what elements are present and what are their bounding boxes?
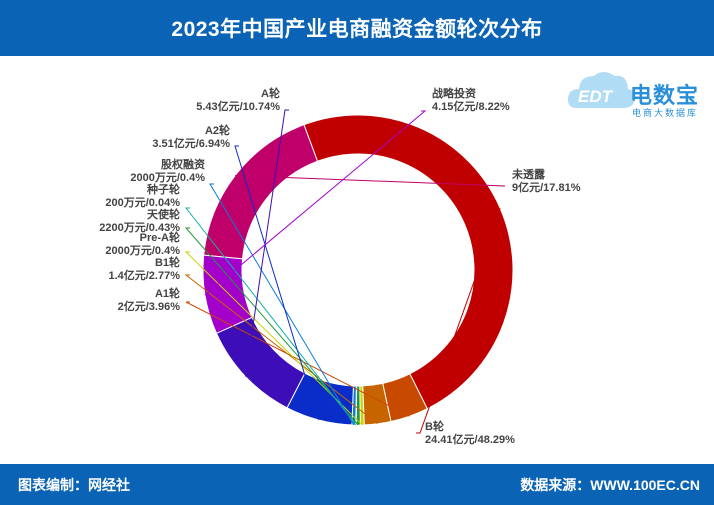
leader-Pre-A轮 (184, 251, 363, 426)
slice-B轮[interactable] (303, 114, 514, 410)
slice-value-label: 4.15亿元/8.22% (432, 99, 510, 113)
slice-name-label: 未透露 (511, 167, 546, 181)
leader-股权融资 (209, 183, 355, 426)
slice-name-label: Pre-A轮 (140, 230, 180, 244)
slice-value-label: 2亿元/3.96% (118, 299, 181, 313)
slice-value-label: 200万元/0.04% (105, 196, 180, 209)
slice-value-label: 2000万元/0.4% (130, 171, 205, 184)
footer-credit: 图表编制：网经社 (18, 476, 130, 493)
donut-slices (202, 114, 514, 426)
slice-name-label: A1轮 (155, 286, 180, 300)
slice-name-label: B轮 (425, 419, 444, 433)
slice-name-label: A2轮 (205, 123, 230, 137)
slice-value-label: 2200万元/0.43% (99, 221, 180, 234)
slice-name-label: B1轮 (155, 255, 180, 269)
slice-value-label: 3.51亿元/6.94% (152, 136, 230, 150)
slice-value-label: 9亿元/17.81% (512, 180, 581, 194)
slice-name-label: 种子轮 (146, 182, 180, 196)
slice-name-label: 股权融资 (161, 157, 205, 171)
leader-战略投资 (204, 110, 427, 296)
footer-source: 数据来源：WWW.100EC.CN (520, 476, 700, 493)
leader-种子轮 (184, 207, 357, 426)
cloud-logo-icon: EDT (567, 72, 636, 108)
logo-subtitle: 电商大数据库 (632, 108, 699, 118)
slice-name-label: A轮 (261, 86, 280, 100)
logo-badge: EDT (578, 87, 614, 106)
leader-A2轮 (234, 145, 320, 421)
slice-value-label: 2000万元/0.4% (105, 244, 180, 257)
slice-value-label: 1.4亿元/2.77% (108, 268, 180, 282)
leader-lines (184, 109, 506, 434)
slice-战略投资[interactable] (202, 254, 253, 334)
footer-bar: 图表编制：网经社 数据来源：WWW.100EC.CN (0, 464, 714, 505)
leader-A轮 (244, 109, 289, 377)
slice-name-label: 天使轮 (147, 207, 180, 221)
leader-B轮 (416, 208, 501, 434)
slice-value-label: 5.43亿元/10.74% (196, 99, 280, 113)
leader-天使轮 (184, 227, 359, 426)
header-bar: 2023年中国产业电商融资金额轮次分布 (0, 0, 714, 56)
slice-name-label: 战略投资 (432, 86, 476, 100)
leader-A1轮 (185, 301, 410, 417)
logo-name: 电数宝 (630, 83, 700, 108)
slice-value-label: 24.41亿元/48.29% (425, 432, 515, 446)
leader-未透露 (235, 175, 506, 187)
chart-title: 2023年中国产业电商融资金额轮次分布 (171, 18, 543, 41)
